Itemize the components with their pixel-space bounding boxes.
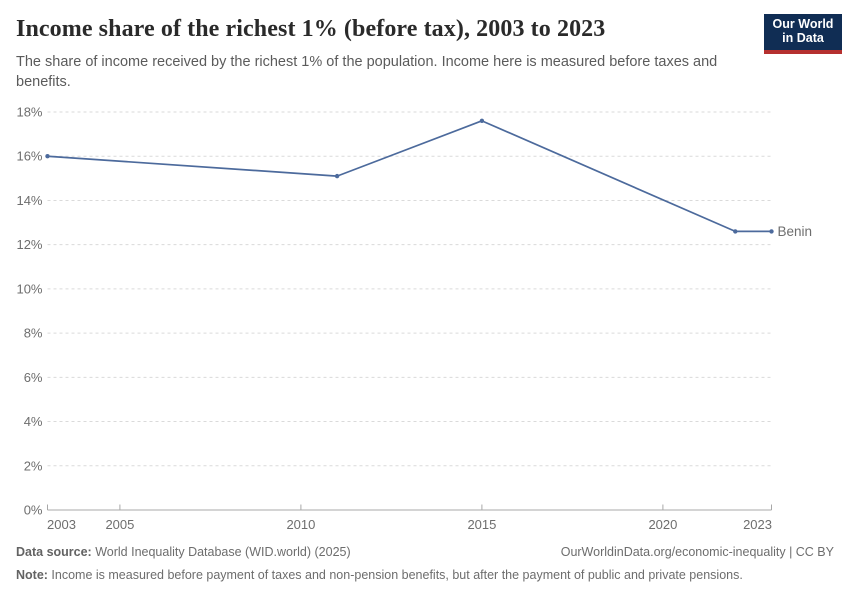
- y-tick-label: 0%: [24, 503, 43, 518]
- series-line: [46, 119, 773, 233]
- chart-title: Income share of the richest 1% (before t…: [16, 16, 606, 42]
- y-tick-label: 14%: [16, 193, 42, 208]
- x-tick-label: 2010: [286, 517, 315, 532]
- y-tick-label: 12%: [16, 237, 42, 252]
- data-source-label: Data source:: [16, 545, 92, 559]
- x-tick-label: 2020: [648, 517, 677, 532]
- x-tick-label: 2005: [105, 517, 134, 532]
- chart-footer: Data source: World Inequality Database (…: [16, 544, 834, 584]
- y-tick-label: 16%: [16, 149, 42, 164]
- owid-logo: Our World in Data: [764, 14, 842, 54]
- data-point-marker: [334, 173, 340, 179]
- y-tick-label: 18%: [16, 105, 42, 120]
- chart-note: Note: Income is measured before payment …: [16, 567, 834, 585]
- data-source: Data source: World Inequality Database (…: [16, 544, 351, 562]
- y-tick-label: 10%: [16, 281, 42, 296]
- data-point-marker: [769, 229, 774, 234]
- data-point-marker: [479, 118, 485, 124]
- series-end-label: Benin: [778, 224, 813, 239]
- chart-subtitle: The share of income received by the rich…: [16, 54, 718, 90]
- y-tick-label: 2%: [24, 458, 43, 473]
- owid-url-link: OurWorldinData.org/economic-inequality |…: [560, 545, 834, 559]
- data-source-text: World Inequality Database (WID.world) (2…: [91, 545, 351, 559]
- note-text: Income is measured before payment of tax…: [47, 567, 743, 582]
- note-label: Note:: [16, 567, 48, 582]
- y-tick-label: 6%: [24, 370, 43, 385]
- data-point-marker: [733, 229, 738, 234]
- x-tick-label: 2003: [47, 517, 76, 532]
- x-tick-label: 2015: [467, 517, 496, 532]
- y-tick-label: 4%: [24, 414, 43, 429]
- owid-logo-line1: Our World: [772, 17, 834, 31]
- data-point-marker: [45, 154, 50, 159]
- owid-logo-line2: in Data: [782, 31, 824, 45]
- x-tick-label: 2023: [743, 517, 772, 532]
- y-tick-label: 8%: [24, 326, 43, 341]
